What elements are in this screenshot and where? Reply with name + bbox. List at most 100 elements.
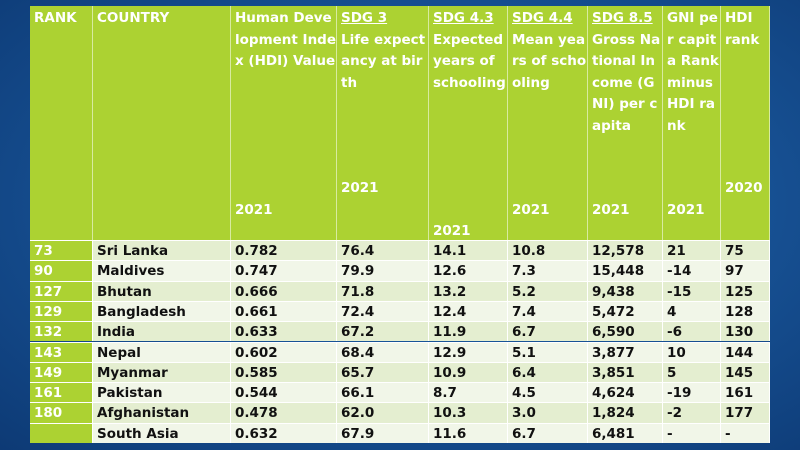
cell-hdi: 0.632 [231,422,337,443]
cell-life: 68.4 [337,341,429,362]
cell-country: India [93,321,231,342]
header-rank: RANK [30,6,93,240]
sdg85-link[interactable]: SDG 8.5 [592,10,653,26]
cell-hdi: 0.544 [231,382,337,403]
table-row: 73 Sri Lanka 0.782 76.4 14.1 10.8 12,578 21 75 [30,240,770,261]
table-row: 149 Myanmar 0.585 65.7 10.9 6.4 3,851 5 145 [30,361,770,383]
cell-exp: 8.7 [429,382,508,403]
sdg43-link[interactable]: SDG 4.3 [433,10,494,26]
cell-country: Sri Lanka [93,240,231,261]
header-hdi: Human Development Index (HDI) Value 2021 [231,6,337,240]
cell-hdirank: 144 [721,341,770,362]
table-row: 132 India 0.633 67.2 11.9 6.7 6,590 -6 130 [30,321,770,342]
cell-gni: 5,472 [588,300,663,322]
cell-mean: 5.2 [508,280,588,301]
header-country: COUNTRY [93,6,231,240]
cell-gni: 12,578 [588,240,663,261]
cell-exp: 10.3 [429,402,508,423]
hdi-table: RANK COUNTRY Human Development Index (HD… [30,6,770,444]
cell-gni: 1,824 [588,402,663,423]
cell-life: 79.9 [337,260,429,281]
table-row: 129 Bangladesh 0.661 72.4 12.4 7.4 5,472 4 128 [30,300,770,322]
cell-life: 76.4 [337,240,429,261]
header-sdg3: SDG 3 Life expectancy at birth 2021 [337,6,429,240]
cell-life: 71.8 [337,280,429,301]
cell-exp: 11.9 [429,321,508,342]
cell-hdirank: 97 [721,260,770,281]
cell-hdi: 0.585 [231,361,337,383]
cell-rank: 132 [30,321,93,342]
cell-mean: 5.1 [508,341,588,362]
cell-diff: 5 [663,361,721,383]
cell-hdirank: 130 [721,321,770,342]
cell-life: 67.9 [337,422,429,443]
header-sdg85-year: 2021 [592,202,630,218]
header-sdg44-year: 2021 [512,202,550,218]
cell-diff: -15 [663,280,721,301]
header-gni-label: GNI per capita Rank minus HDI rank [667,10,719,134]
sdg44-link[interactable]: SDG 4.4 [512,10,573,26]
table-row: 127 Bhutan 0.666 71.8 13.2 5.2 9,438 -15 125 [30,280,770,301]
header-gni-rank-diff: GNI per capita Rank minus HDI rank 2021 [663,6,721,240]
cell-country: Myanmar [93,361,231,383]
header-hdi-rank: HDI rank 2020 [721,6,770,240]
cell-rank: 149 [30,361,93,383]
cell-hdirank: 161 [721,382,770,403]
cell-gni: 9,438 [588,280,663,301]
cell-life: 67.2 [337,321,429,342]
header-sdg85-label: Gross National Income (GNI) per capita [592,31,661,134]
cell-country: Nepal [93,341,231,362]
cell-diff: - [663,422,721,443]
cell-exp: 10.9 [429,361,508,383]
cell-rank: 143 [30,341,93,362]
header-hdirank-year: 2020 [725,180,763,196]
cell-hdirank: 125 [721,280,770,301]
cell-country: Pakistan [93,382,231,403]
header-country-label: COUNTRY [97,10,170,26]
header-sdg43-year: 2021 [433,223,471,239]
cell-exp: 13.2 [429,280,508,301]
cell-hdirank: 145 [721,361,770,383]
cell-country: Afghanistan [93,402,231,423]
table-row: 161 Pakistan 0.544 66.1 8.7 4.5 4,624 -19 161 [30,382,770,403]
header-sdg44: SDG 4.4 Mean years of schooling 2021 [508,6,588,240]
header-sdg44-label: Mean years of schooling [512,31,587,91]
cell-exp: 12.4 [429,300,508,322]
table-row: 143 Nepal 0.602 68.4 12.9 5.1 3,877 10 144 [30,341,770,362]
sdg3-link[interactable]: SDG 3 [341,10,388,26]
cell-country: Maldives [93,260,231,281]
cell-rank: 129 [30,300,93,322]
header-hdi-label: Human Development Index (HDI) Value [235,10,337,69]
cell-hdi: 0.661 [231,300,337,322]
cell-diff: -6 [663,321,721,342]
cell-diff: 21 [663,240,721,261]
cell-hdi: 0.747 [231,260,337,281]
cell-gni: 4,624 [588,382,663,403]
cell-mean: 10.8 [508,240,588,261]
cell-exp: 11.6 [429,422,508,443]
cell-mean: 6.4 [508,361,588,383]
header-sdg85: SDG 8.5 Gross National Income (GNI) per c… [588,6,663,240]
cell-gni: 3,851 [588,361,663,383]
cell-gni: 15,448 [588,260,663,281]
cell-rank [30,422,93,443]
header-rank-label: RANK [34,10,77,26]
header-hdirank-label: HDI rank [725,10,760,48]
cell-hdi: 0.478 [231,402,337,423]
header-sdg43: SDG 4.3 Expected years of schooling 2021 [429,6,508,240]
cell-rank: 73 [30,240,93,261]
cell-country: South Asia [93,422,231,443]
cell-country: Bangladesh [93,300,231,322]
cell-rank: 90 [30,260,93,281]
header-hdi-year: 2021 [235,202,273,218]
cell-gni: 6,590 [588,321,663,342]
table-row: 180 Afghanistan 0.478 62.0 10.3 3.0 1,824 -2 177 [30,402,770,423]
cell-hdi: 0.602 [231,341,337,362]
cell-hdirank: 177 [721,402,770,423]
cell-diff: -14 [663,260,721,281]
cell-exp: 14.1 [429,240,508,261]
cell-mean: 7.3 [508,260,588,281]
cell-country: Bhutan [93,280,231,301]
cell-diff: -2 [663,402,721,423]
cell-rank: 161 [30,382,93,403]
